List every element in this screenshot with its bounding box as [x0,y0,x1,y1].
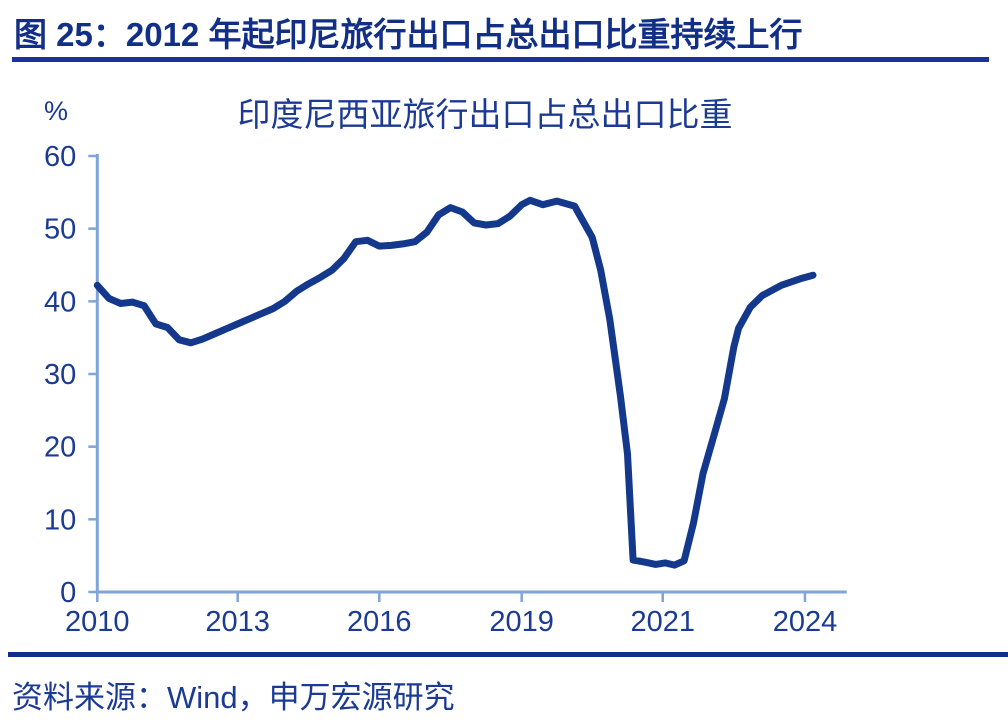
y-tick-label: 50 [44,214,76,246]
x-tick-label: 2013 [205,606,270,638]
y-tick-label: 40 [44,286,76,318]
caption-underline [12,57,989,62]
x-tick-label: 2024 [773,606,838,638]
data-line [93,196,817,569]
y-axis-unit-label: % [44,96,69,126]
source-note: 资料来源：Wind，申万宏源研究 [12,680,455,715]
y-tick-label: 10 [44,504,76,536]
y-tick-label: 30 [44,359,76,391]
x-tick-label: 2010 [65,606,130,638]
y-tick-label: 20 [44,432,76,464]
y-tick-label: 60 [44,141,76,173]
x-tick-label: 2016 [347,606,412,638]
chart-title: 印度尼西亚旅行出口占总出口比重 [237,96,733,133]
footer-rule [8,652,1008,657]
x-tick-label: 2021 [630,606,695,638]
figure-caption: 图 25：2012 年起印尼旅行出口占总出口比重持续上行 [14,16,803,53]
x-tick-label: 2019 [489,606,554,638]
y-tick-label: 0 [60,577,76,609]
